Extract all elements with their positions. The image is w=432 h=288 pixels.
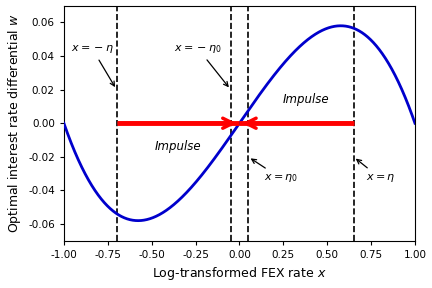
X-axis label: Log-transformed FEX rate $x$: Log-transformed FEX rate $x$ — [152, 266, 327, 283]
Text: $x = \eta_0$: $x = \eta_0$ — [252, 159, 298, 184]
Text: $x = -\eta_0$: $x = -\eta_0$ — [175, 43, 228, 86]
Y-axis label: Optimal interest rate differential $w$: Optimal interest rate differential $w$ — [6, 14, 22, 233]
Text: Impulse: Impulse — [283, 93, 330, 106]
Text: Impulse: Impulse — [155, 140, 201, 153]
Text: $x = -\eta$: $x = -\eta$ — [71, 43, 114, 86]
Text: $x = \eta$: $x = \eta$ — [357, 160, 395, 184]
